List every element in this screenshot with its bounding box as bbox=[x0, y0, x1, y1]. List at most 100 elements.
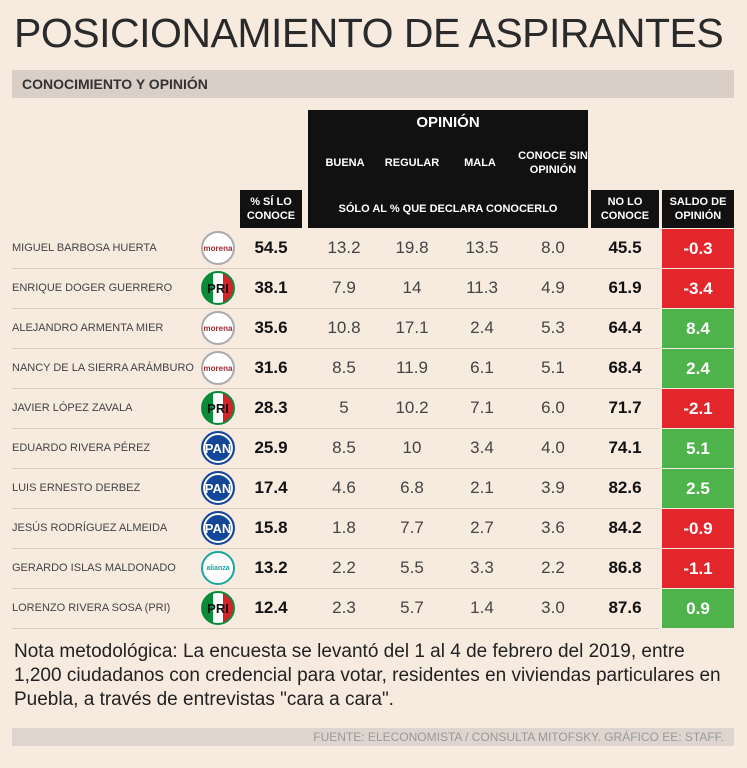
party-logo-text: morena bbox=[203, 363, 233, 373]
opinion-value: 4.6 bbox=[332, 478, 356, 497]
opinion-column-header: REGULAR bbox=[380, 136, 444, 190]
party-logo-text: PRI bbox=[207, 280, 229, 296]
unknown-value: 61.9 bbox=[608, 278, 642, 297]
opinion-value: 5.5 bbox=[400, 558, 424, 577]
row-separator bbox=[12, 428, 659, 429]
opinion-value: 2.2 bbox=[541, 558, 565, 577]
party-logo: morena bbox=[201, 231, 235, 265]
candidate-name: JAVIER LÓPEZ ZAVALA bbox=[12, 402, 133, 414]
unknown-header: NO LO CONOCE bbox=[591, 190, 659, 228]
opinion-value: 7.7 bbox=[400, 518, 424, 537]
opinion-value: 2.7 bbox=[470, 518, 494, 537]
balance-value: -2.1 bbox=[662, 389, 734, 428]
party-logo-text: alianza bbox=[206, 564, 230, 572]
known-value: 13.2 bbox=[254, 558, 288, 577]
balance-value: -0.9 bbox=[662, 509, 734, 548]
opinion-value: 10.2 bbox=[395, 398, 429, 417]
opinion-value: 8.5 bbox=[332, 438, 356, 457]
opinion-value: 2.2 bbox=[332, 558, 356, 577]
unknown-value: 71.7 bbox=[608, 398, 642, 417]
party-logo-text: PRI bbox=[207, 600, 229, 616]
opinion-value: 19.8 bbox=[395, 238, 429, 257]
opinion-value: 13.5 bbox=[465, 238, 499, 257]
row-separator bbox=[12, 588, 659, 589]
unknown-value: 87.6 bbox=[608, 598, 642, 617]
balance-value: 2.5 bbox=[662, 469, 734, 508]
opinion-value: 5 bbox=[339, 398, 349, 417]
note: Nota metodológica: La encuesta se levant… bbox=[14, 641, 721, 710]
known-value: 54.5 bbox=[254, 238, 288, 257]
opinion-note: SÓLO AL % QUE DECLARA CONOCERLO bbox=[308, 190, 588, 228]
candidate-name: MIGUEL BARBOSA HUERTA bbox=[12, 242, 157, 254]
balance-value: -3.4 bbox=[662, 269, 734, 308]
row-separator bbox=[12, 628, 659, 629]
party-logo: PRI bbox=[201, 591, 235, 625]
unknown-value: 45.5 bbox=[608, 238, 642, 257]
opinion-value: 7.1 bbox=[470, 398, 494, 417]
party-logo: PRI bbox=[201, 271, 235, 305]
opinion-value: 11.3 bbox=[466, 278, 498, 297]
opinion-value: 3.4 bbox=[470, 438, 494, 457]
opinion-value: 1.4 bbox=[470, 598, 494, 617]
party-logo: PAN bbox=[201, 471, 235, 505]
source: FUENTE: ELECONOMISTA / CONSULTA MITOFSKY… bbox=[12, 728, 734, 746]
opinion-value: 17.1 bbox=[395, 318, 429, 337]
unknown-value: 64.4 bbox=[608, 318, 642, 337]
unknown-value: 74.1 bbox=[608, 438, 642, 457]
row-separator bbox=[12, 548, 659, 549]
candidate-name: ENRIQUE DOGER GUERRERO bbox=[12, 282, 173, 294]
party-logo-text: PAN bbox=[204, 520, 232, 536]
party-logo: PAN bbox=[201, 431, 235, 465]
opinion-value: 3.6 bbox=[541, 518, 565, 537]
known-header: % SÍ LO CONOCE bbox=[240, 190, 302, 228]
known-value: 31.6 bbox=[254, 358, 288, 377]
opinion-value: 11.9 bbox=[396, 358, 428, 377]
opinion-column-header: BUENA bbox=[315, 136, 375, 190]
opinion-value: 6.0 bbox=[541, 398, 565, 417]
balance-value: 0.9 bbox=[662, 589, 734, 628]
unknown-value: 84.2 bbox=[608, 518, 642, 537]
party-logo-text: PAN bbox=[204, 440, 232, 456]
row-separator bbox=[12, 268, 659, 269]
opinion-value: 8.5 bbox=[332, 358, 356, 377]
opinion-value: 4.9 bbox=[541, 278, 565, 297]
opinion-value: 2.1 bbox=[470, 478, 494, 497]
balance-header: SALDO DE OPINIÓN bbox=[662, 190, 734, 228]
unknown-value: 82.6 bbox=[608, 478, 642, 497]
row-separator bbox=[12, 308, 659, 309]
party-logo-text: morena bbox=[203, 323, 233, 333]
opinion-value: 8.0 bbox=[541, 238, 565, 257]
balance-value: 8.4 bbox=[662, 309, 734, 348]
opinion-value: 3.9 bbox=[541, 478, 565, 497]
opinion-column-header: MALA bbox=[448, 136, 512, 190]
party-logo: PRI bbox=[201, 391, 235, 425]
opinion-value: 6.8 bbox=[400, 478, 424, 497]
balance-value: -1.1 bbox=[662, 549, 734, 588]
opinion-value: 10 bbox=[402, 438, 422, 457]
balance-value: 5.1 bbox=[662, 429, 734, 468]
candidate-name: LUIS ERNESTO DERBEZ bbox=[12, 482, 141, 494]
balance-value: -0.3 bbox=[662, 229, 734, 268]
known-value: 25.9 bbox=[254, 438, 288, 457]
opinion-value: 6.1 bbox=[470, 358, 494, 377]
opinion-value: 2.4 bbox=[470, 318, 494, 337]
party-logo-text: PRI bbox=[207, 400, 229, 416]
title: POSICIONAMIENTO DE ASPIRANTES bbox=[14, 10, 724, 56]
opinion-value: 13.2 bbox=[327, 238, 361, 257]
row-separator bbox=[12, 468, 659, 469]
row-separator bbox=[12, 508, 659, 509]
candidate-name: NANCY DE LA SIERRA ARÁMBURO bbox=[12, 362, 194, 374]
known-value: 35.6 bbox=[254, 318, 288, 337]
opinion-value: 14 bbox=[402, 278, 422, 297]
unknown-value: 68.4 bbox=[608, 358, 642, 377]
row-separator bbox=[12, 348, 659, 349]
opinion-value: 5.3 bbox=[541, 318, 565, 337]
party-logo: morena bbox=[201, 311, 235, 345]
candidate-name: LORENZO RIVERA SOSA (PRI) bbox=[12, 602, 171, 614]
opinion-value: 10.8 bbox=[327, 318, 361, 337]
party-logo: morena bbox=[201, 351, 235, 385]
candidate-name: ALEJANDRO ARMENTA MIER bbox=[12, 322, 164, 334]
opinion-value: 2.3 bbox=[332, 598, 356, 617]
candidate-name: GERARDO ISLAS MALDONADO bbox=[12, 562, 176, 574]
